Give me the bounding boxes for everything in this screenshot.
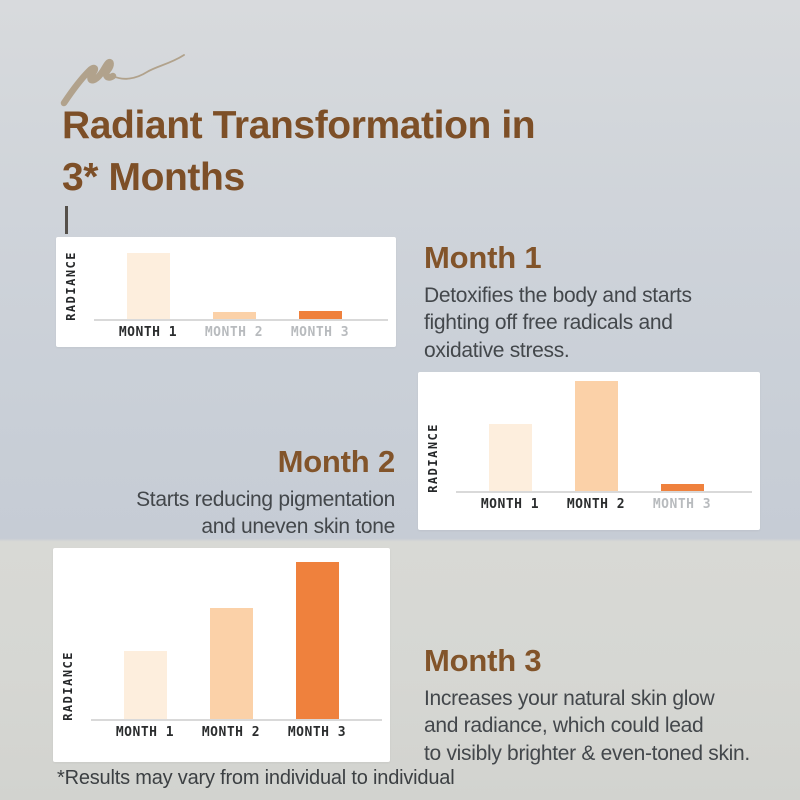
bar-month-1 (124, 651, 167, 719)
x-tick-label-month-3: MONTH 3 (287, 725, 347, 740)
month1-section: Month 1 Detoxifies the body and starts f… (424, 240, 692, 364)
x-tick-label-month-1: MONTH 1 (118, 325, 178, 340)
month3-chart-card: RADIANCE MONTH 1 MONTH 2 MONTH 3 (53, 548, 390, 762)
bar-month-3 (296, 562, 339, 719)
x-tick-label-month-2: MONTH 2 (566, 497, 626, 512)
bar-month-2 (213, 312, 256, 319)
month3-heading: Month 3 (424, 643, 542, 678)
month2-section: Month 2 Starts reducing pigmentation and… (40, 444, 395, 541)
bar-month-2 (575, 381, 618, 491)
month1-heading: Month 1 (424, 240, 542, 275)
x-tick-label-month-2: MONTH 2 (204, 325, 264, 340)
month2-chart-card: RADIANCE MONTH 1 MONTH 2 MONTH 3 (418, 372, 760, 530)
x-tick-label-month-2: MONTH 2 (201, 725, 261, 740)
results-disclaimer: *Results may vary from individual to ind… (57, 767, 455, 789)
month2-heading: Month 2 (277, 444, 396, 479)
page-title: Radiant Transformation in 3* Months (62, 104, 536, 199)
x-tick-label-month-1: MONTH 1 (480, 497, 540, 512)
month1-chart-card: RADIANCE MONTH 1 MONTH 2 MONTH 3 (56, 237, 396, 347)
x-tick-label-month-3: MONTH 3 (652, 497, 712, 512)
brush-scribble-icon (60, 54, 185, 107)
x-tick-label-month-1: MONTH 1 (115, 725, 175, 740)
month1-plot-area: MONTH 1 MONTH 2 MONTH 3 (94, 239, 388, 340)
month2-description: Starts reducing pigmentation and uneven … (136, 488, 395, 539)
bar-month-3 (299, 311, 342, 319)
bar-month-3 (661, 484, 704, 491)
y-axis-label: RADIANCE (64, 251, 78, 321)
month3-plot-area: MONTH 1 MONTH 2 MONTH 3 (91, 554, 382, 740)
month3-section: Month 3 Increases your natural skin glow… (424, 643, 750, 767)
bar-month-2 (210, 608, 253, 719)
bar-month-1 (127, 253, 170, 319)
month1-description: Detoxifies the body and starts fighting … (424, 284, 692, 362)
month3-description: Increases your natural skin glow and rad… (424, 687, 750, 765)
title-tick-mark (65, 206, 68, 234)
y-axis-label: RADIANCE (426, 423, 440, 493)
x-tick-label-month-3: MONTH 3 (290, 325, 350, 340)
month2-plot-area: MONTH 1 MONTH 2 MONTH 3 (456, 376, 752, 512)
bar-month-1 (489, 424, 532, 491)
y-axis-label: RADIANCE (61, 651, 75, 721)
